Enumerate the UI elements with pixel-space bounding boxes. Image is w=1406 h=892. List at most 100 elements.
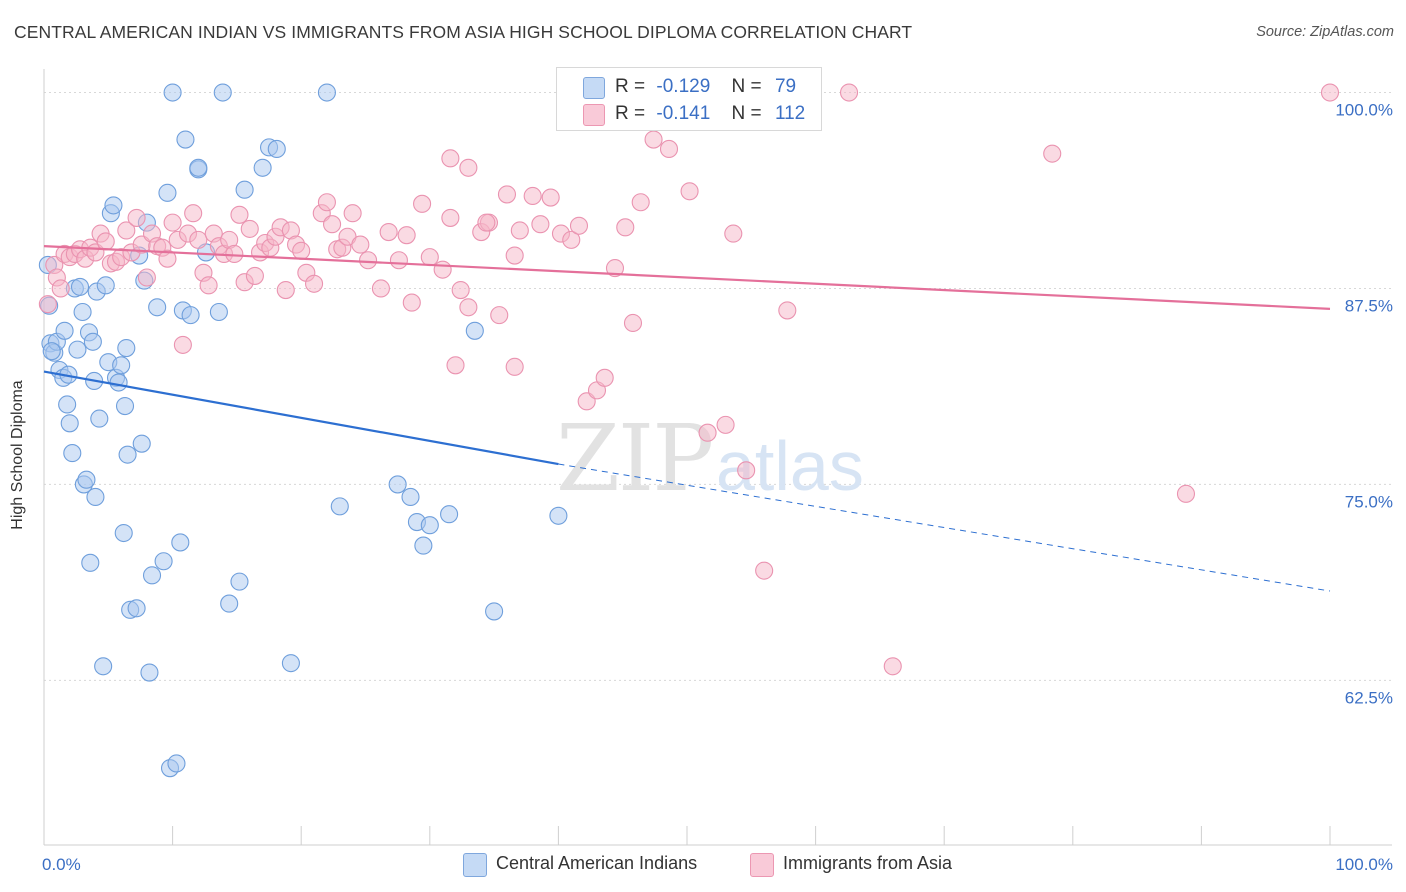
point-central-american-indians — [96, 276, 115, 295]
point-central-american-indians — [148, 298, 167, 317]
legend-r-label: R = — [615, 103, 646, 124]
y-tick-label: 87.5% — [1345, 296, 1393, 315]
point-immigrants-from-asia — [38, 295, 57, 314]
point-immigrants-from-asia — [505, 246, 524, 265]
point-central-american-indians — [163, 83, 182, 102]
point-immigrants-from-asia — [389, 251, 408, 270]
trend-line-pink — [43, 245, 1331, 310]
point-immigrants-from-asia — [644, 130, 663, 149]
point-central-american-indians — [209, 302, 228, 322]
watermark-atlas: atlas — [716, 427, 864, 505]
point-central-american-indians — [465, 321, 484, 340]
point-central-american-indians — [230, 572, 249, 591]
point-central-american-indians — [58, 395, 77, 414]
point-immigrants-from-asia — [96, 232, 115, 251]
point-immigrants-from-asia — [173, 335, 192, 354]
point-central-american-indians — [142, 566, 162, 585]
point-immigrants-from-asia — [317, 193, 336, 212]
point-central-american-indians — [213, 83, 232, 102]
point-immigrants-from-asia — [490, 306, 509, 325]
point-central-american-indians — [267, 139, 286, 159]
point-immigrants-from-asia — [680, 182, 699, 201]
point-central-american-indians — [60, 414, 79, 433]
point-central-american-indians — [86, 487, 105, 507]
point-central-american-indians — [55, 321, 74, 340]
point-immigrants-from-asia — [755, 561, 774, 580]
point-immigrants-from-asia — [605, 259, 625, 278]
point-immigrants-from-asia — [276, 280, 295, 300]
point-immigrants-from-asia — [379, 222, 398, 242]
bottom-legend-label-pink: Immigrants from Asia — [783, 853, 953, 873]
point-immigrants-from-asia — [163, 213, 182, 232]
bottom-legend-swatch-blue — [463, 853, 487, 877]
point-immigrants-from-asia — [117, 221, 136, 240]
point-central-american-indians — [77, 470, 96, 489]
legend-row-pink: R = -0.141 N = 112 — [557, 100, 821, 128]
point-central-american-indians — [115, 397, 135, 416]
axes — [43, 69, 1392, 846]
legend-row-blue: R = -0.129 N = 79 — [557, 73, 821, 101]
series-central-american-indians — [38, 83, 568, 778]
watermark: ZIP atlas — [556, 405, 864, 512]
legend-box: R = -0.129 N = 79 R = -0.141 N = 112 — [556, 67, 822, 131]
point-central-american-indians — [114, 523, 133, 543]
point-immigrants-from-asia — [523, 186, 542, 206]
legend-n-value-pink: 112 — [774, 103, 806, 124]
point-immigrants-from-asia — [497, 185, 517, 204]
point-immigrants-from-asia — [433, 260, 452, 279]
bottom-legend-swatch-pink — [750, 853, 774, 877]
point-central-american-indians — [112, 356, 131, 375]
point-immigrants-from-asia — [1043, 144, 1062, 163]
point-immigrants-from-asia — [716, 415, 735, 434]
point-central-american-indians — [104, 196, 123, 215]
legend-n-label: N = — [731, 76, 762, 97]
legend-swatch-blue — [583, 77, 605, 99]
point-central-american-indians — [154, 552, 173, 571]
point-central-american-indians — [414, 536, 433, 555]
point-central-american-indians — [118, 445, 137, 464]
point-immigrants-from-asia — [184, 204, 203, 223]
y-tick-label: 100.0% — [1335, 101, 1393, 120]
point-immigrants-from-asia — [230, 205, 249, 224]
legend-r-value-pink: -0.141 — [656, 103, 711, 124]
legend-n-label: N = — [731, 103, 762, 124]
point-immigrants-from-asia — [402, 293, 421, 312]
point-central-american-indians — [189, 158, 208, 177]
point-central-american-indians — [83, 332, 102, 351]
point-immigrants-from-asia — [51, 279, 70, 298]
point-central-american-indians — [235, 180, 254, 199]
point-central-american-indians — [94, 657, 113, 676]
point-immigrants-from-asia — [623, 313, 643, 333]
series-immigrants-from-asia — [38, 83, 1340, 676]
point-central-american-indians — [167, 754, 186, 773]
point-immigrants-from-asia — [245, 266, 264, 285]
point-immigrants-from-asia — [1176, 484, 1196, 503]
point-central-american-indians — [549, 506, 568, 525]
point-central-american-indians — [117, 338, 136, 358]
point-immigrants-from-asia — [459, 158, 478, 177]
point-immigrants-from-asia — [189, 230, 208, 249]
y-axis-label: High School Diploma — [9, 380, 26, 530]
gridlines — [44, 92, 1392, 681]
point-central-american-indians — [109, 373, 128, 392]
point-immigrants-from-asia — [127, 208, 146, 227]
point-immigrants-from-asia — [477, 213, 496, 232]
point-central-american-indians — [220, 594, 239, 613]
x-tick-labels: 0.0% 100.0% — [42, 855, 1393, 874]
point-immigrants-from-asia — [371, 279, 390, 298]
point-immigrants-from-asia — [323, 215, 342, 234]
point-central-american-indians — [42, 342, 61, 361]
chart-title: CENTRAL AMERICAN INDIAN VS IMMIGRANTS FR… — [14, 22, 913, 42]
point-immigrants-from-asia — [724, 224, 743, 243]
watermark-zip: ZIP — [556, 405, 712, 512]
point-immigrants-from-asia — [451, 280, 470, 300]
legend-r-label: R = — [615, 76, 646, 97]
point-central-american-indians — [317, 83, 336, 102]
point-central-american-indians — [485, 602, 504, 621]
point-central-american-indians — [171, 533, 190, 552]
x-tick-label-max: 100.0% — [1335, 855, 1393, 874]
point-immigrants-from-asia — [441, 208, 460, 227]
x-tick-label-min: 0.0% — [42, 855, 81, 874]
point-central-american-indians — [68, 340, 87, 359]
source-label: Source: ZipAtlas.com — [1256, 24, 1394, 40]
